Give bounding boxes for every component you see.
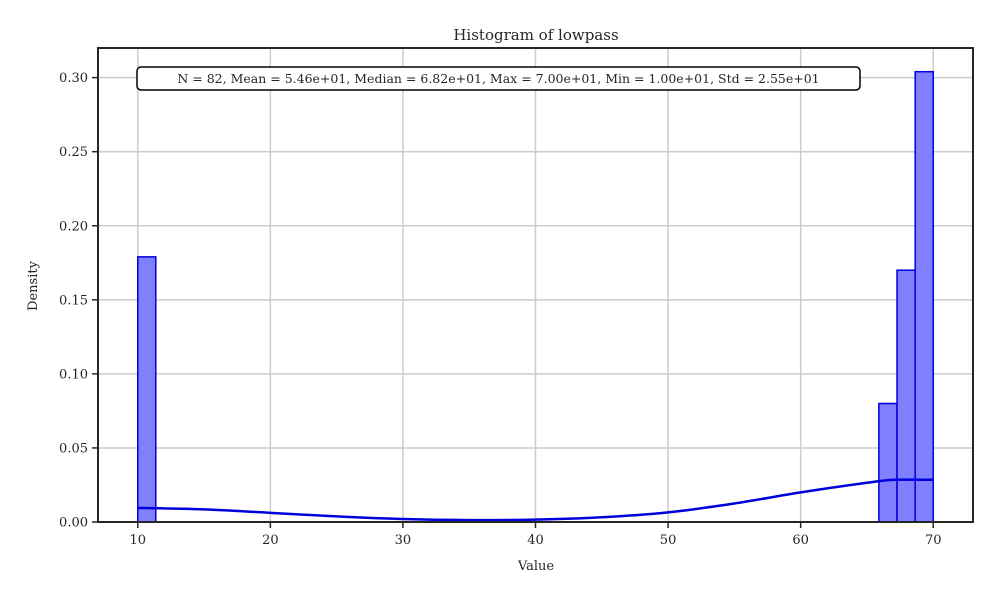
ticks-layer: 10 20 30 40 50 60 70 0.00 0.05 0.10 0.15 0.20 0.25 0.… — [59, 71, 941, 548]
x-tick-label: 10 — [129, 533, 146, 548]
histogram-bar — [137, 256, 157, 523]
stats-text: N = 82, Mean = 5.46e+01, Median = 6.82e+… — [177, 71, 819, 86]
chart-title: Histogram of lowpass — [453, 26, 618, 44]
y-tick-label: 0.30 — [59, 71, 88, 86]
x-axis-title: Value — [517, 559, 554, 574]
histogram-bar — [896, 269, 916, 523]
kde-layer — [137, 478, 934, 522]
y-tick-label: 0.15 — [59, 293, 88, 308]
x-tick-label: 50 — [660, 533, 677, 548]
y-axis-title: Density — [26, 260, 41, 311]
histogram-bar — [878, 402, 898, 523]
kde-curve — [137, 478, 934, 522]
y-tick-label: 0.10 — [59, 367, 88, 382]
x-tick-label: 40 — [527, 533, 544, 548]
x-tick-label: 20 — [262, 533, 279, 548]
x-tick-label: 30 — [395, 533, 412, 548]
x-tick-label: 60 — [792, 533, 809, 548]
stats-box — [136, 66, 861, 91]
y-tick-label: 0.05 — [59, 441, 88, 456]
histogram-bar — [914, 70, 934, 523]
x-tick-label: 70 — [925, 533, 942, 548]
y-tick-label: 0.20 — [59, 219, 88, 234]
y-tick-label: 0.00 — [59, 516, 88, 531]
stats-annotation: N = 82, Mean = 5.46e+01, Median = 6.82e+… — [136, 66, 861, 91]
grid-layer — [98, 48, 973, 523]
y-tick-label: 0.25 — [59, 145, 88, 160]
